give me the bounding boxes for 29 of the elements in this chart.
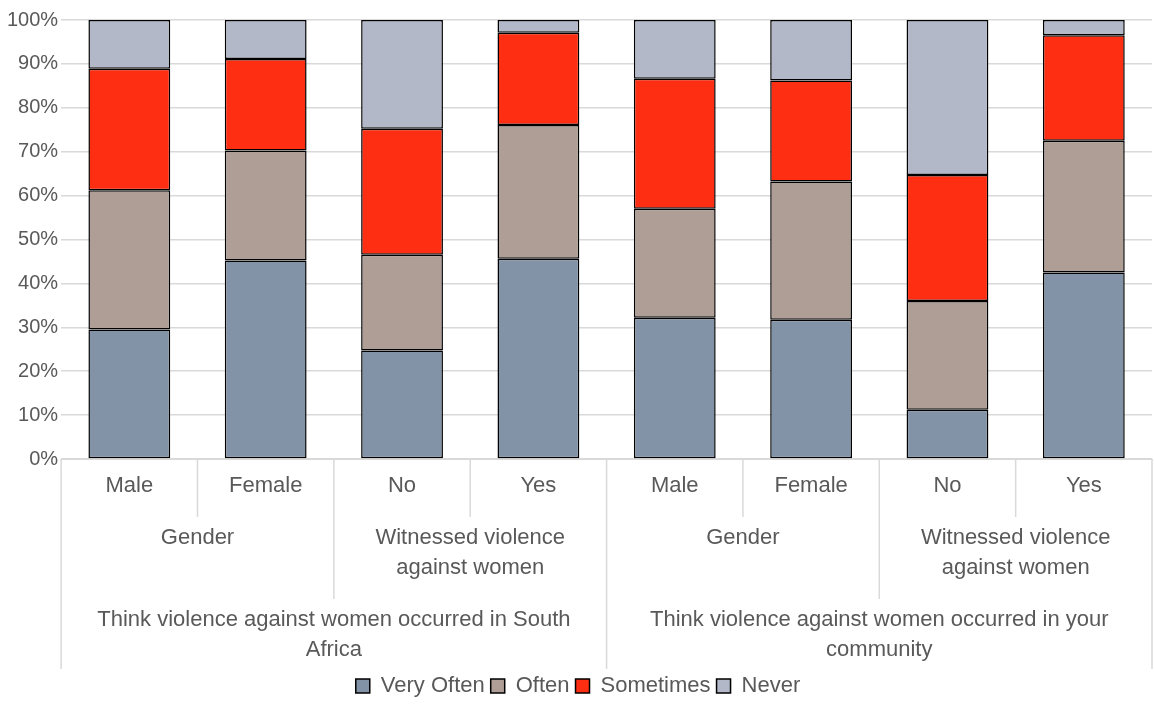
- legend-label: Never: [741, 672, 801, 698]
- y-tick-label: 50%: [18, 227, 59, 250]
- text: Gender: [706, 524, 780, 550]
- legend-label: Very Often: [380, 672, 485, 698]
- x-tick-label: Female: [229, 472, 303, 498]
- y-tick-label: 100%: [7, 7, 59, 30]
- y-tick-label: 0%: [29, 446, 59, 469]
- x-tick-label: Yes: [520, 472, 557, 498]
- legend-label: Often: [515, 672, 570, 698]
- text: Think violence against women occurred in South Africa: [97, 606, 571, 662]
- y-tick-label: 80%: [18, 95, 59, 118]
- y-tick-label: 60%: [18, 183, 59, 206]
- x-tick-label: Male: [105, 472, 154, 498]
- x-tick-label: No: [933, 472, 962, 498]
- y-tick-label: 90%: [18, 51, 59, 74]
- legend-label: Sometimes: [600, 672, 711, 698]
- text: Witnessed violence against women: [375, 524, 565, 580]
- y-tick-label: 10%: [18, 402, 59, 425]
- x-tick-label: Female: [774, 472, 848, 498]
- y-tick-label: 30%: [18, 314, 59, 337]
- y-tick-label: 20%: [18, 358, 59, 381]
- x-tick-label: Male: [650, 472, 699, 498]
- text: Witnessed violence against women: [920, 524, 1111, 580]
- text: Gender: [160, 524, 235, 550]
- x-tick-label: Yes: [1065, 472, 1102, 498]
- x-tick-label: No: [387, 472, 417, 498]
- y-tick-label: 70%: [18, 139, 59, 162]
- text: Think violence against women occurred in your community: [650, 606, 1109, 662]
- y-tick-label: 40%: [18, 270, 59, 293]
